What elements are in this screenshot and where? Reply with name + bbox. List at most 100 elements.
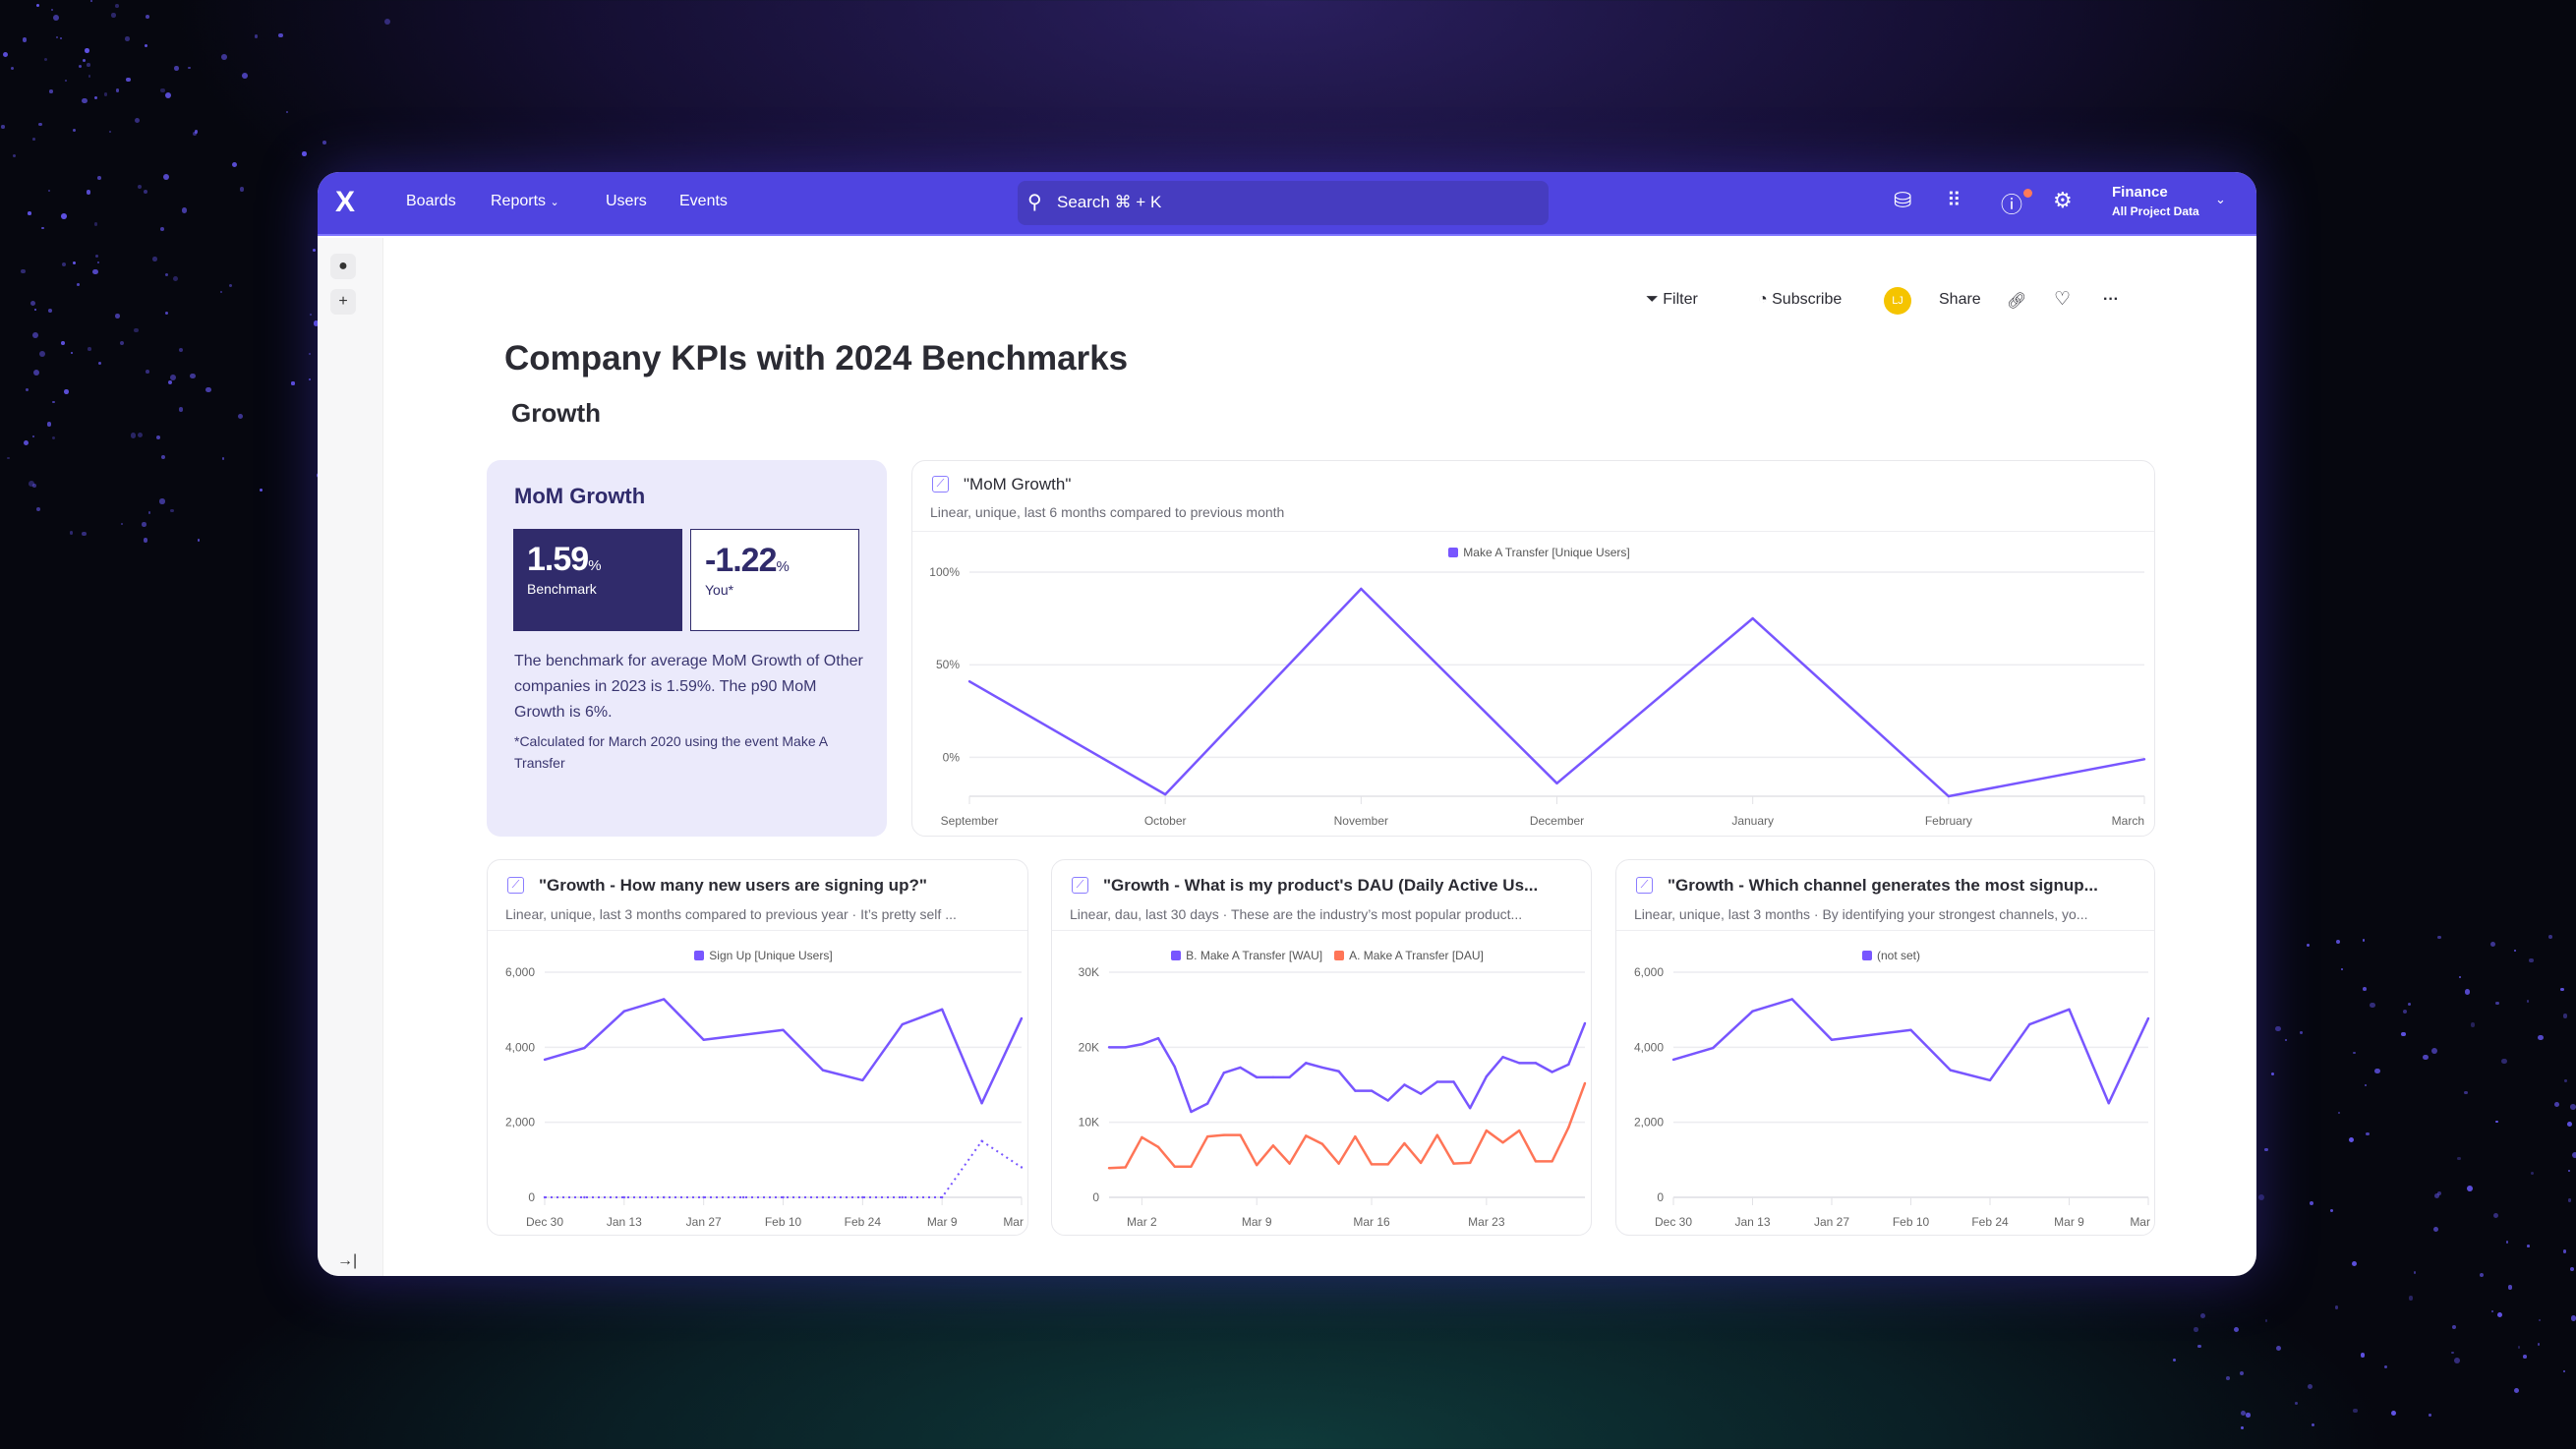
data-point[interactable] [2107,1102,2110,1105]
gear-icon[interactable]: ⚙ [2053,188,2073,212]
logo[interactable]: X [335,186,356,218]
data-point[interactable] [1830,1038,1834,1041]
data-point[interactable] [2028,1022,2031,1026]
data-point[interactable] [1435,1080,1438,1083]
chevron-down-icon[interactable]: ⌄ [2215,192,2226,206]
data-point[interactable] [1419,1092,1423,1095]
data-point[interactable] [1403,1141,1406,1145]
report-card-channels[interactable]: 6,000 4,000 2,000 0 Dec 30 Jan 13 Jan 27 Feb 10… [1615,859,2155,1236]
data-point[interactable] [622,1195,626,1199]
compass-icon[interactable]: ● [330,254,356,279]
data-point[interactable] [1555,782,1558,785]
data-point[interactable] [1751,616,1754,620]
search-input[interactable]: ⚲ Search ⌘ + K [1018,181,1549,225]
data-point[interactable] [1583,1081,1587,1085]
data-point[interactable] [1222,1072,1226,1074]
data-point[interactable] [1386,1163,1389,1166]
data-point[interactable] [1909,1028,1912,1031]
data-point[interactable] [1518,1062,1521,1065]
data-point[interactable] [782,1195,785,1199]
data-point[interactable] [967,679,971,683]
data-point[interactable] [1988,1078,1992,1082]
data-point[interactable] [1205,1134,1209,1138]
data-point[interactable] [1360,587,1363,591]
data-point[interactable] [1205,1102,1209,1105]
data-point[interactable] [543,1058,547,1062]
data-point[interactable] [1320,1066,1324,1070]
data-point[interactable] [861,1078,864,1082]
comparison-series-line[interactable] [545,1139,1023,1198]
data-point[interactable] [1370,1089,1374,1092]
avatar[interactable]: LJ [1884,287,1911,315]
data-point[interactable] [1419,1161,1423,1165]
data-point[interactable] [702,1195,705,1199]
data-point[interactable] [1107,1046,1111,1049]
expand-sidebar-icon[interactable]: →| [337,1252,358,1269]
report-card-dau[interactable]: 30K 20K 10K 0 Mar 2 Mar 9 Mar 16 Mar 23 ⟋ "Grow… [1051,859,1592,1236]
data-point[interactable] [1173,1065,1176,1069]
data-point[interactable] [663,998,666,1001]
data-point[interactable] [1271,1075,1275,1079]
data-point[interactable] [1020,1016,1024,1020]
subscribe-button[interactable]: ◔ Subscribe [1758,291,1842,309]
report-card-signups[interactable]: 6,000 4,000 2,000 0 Dec 30 Jan 13 Jan 27 Feb 10… [487,859,1028,1236]
data-point[interactable] [1712,1046,1715,1050]
data-point[interactable] [1452,1080,1455,1083]
data-point[interactable] [940,1195,944,1199]
card-title[interactable]: "Growth - How many new users are signing… [539,876,927,895]
data-point[interactable] [1156,1145,1160,1149]
data-point[interactable] [1370,1163,1374,1166]
data-point[interactable] [1163,792,1167,796]
data-point[interactable] [1751,1010,1754,1013]
data-point[interactable] [583,1195,586,1199]
data-point[interactable] [1256,1075,1259,1079]
data-point[interactable] [1190,1165,1193,1168]
legend-item[interactable]: A. Make A Transfer [DAU] [1322,949,1484,962]
legend-item[interactable]: (not set) [1850,949,1920,962]
data-point[interactable] [1190,1110,1193,1114]
data-point[interactable] [1354,1134,1357,1138]
data-point[interactable] [1435,1133,1438,1136]
series-line[interactable] [1108,1082,1587,1170]
data-point[interactable] [821,1069,825,1072]
legend-item[interactable]: Sign Up [Unique Users] [682,949,833,962]
data-point[interactable] [1518,1129,1521,1132]
series-line[interactable] [544,998,1024,1105]
data-point[interactable] [1534,1062,1538,1065]
data-point[interactable] [1790,998,1793,1001]
data-point[interactable] [1239,1066,1242,1070]
data-point[interactable] [1354,1089,1357,1092]
data-point[interactable] [1141,1043,1143,1046]
data-point[interactable] [1386,1099,1389,1102]
filter-button[interactable]: ⏷ Filter [1646,291,1698,309]
data-point[interactable] [1256,1163,1259,1167]
data-point[interactable] [1271,1144,1275,1147]
data-point[interactable] [741,1195,745,1199]
plus-icon[interactable]: + [330,289,356,315]
data-point[interactable] [901,1195,904,1199]
series-line[interactable] [968,587,2145,798]
data-point[interactable] [1156,1036,1160,1040]
nav-users[interactable]: Users [606,193,647,209]
data-point[interactable] [1239,1133,1242,1136]
data-point[interactable] [1567,1063,1570,1067]
data-point[interactable] [1551,1160,1553,1163]
data-point[interactable] [1288,1075,1291,1079]
data-point[interactable] [1107,1167,1111,1170]
data-point[interactable] [1949,1069,1952,1072]
data-point[interactable] [1124,1166,1127,1169]
data-point[interactable] [1870,1033,1873,1036]
help-icon[interactable]: ⓘ [2001,193,2023,217]
data-point[interactable] [2068,1008,2071,1011]
data-point[interactable] [1124,1046,1127,1049]
heart-icon[interactable]: ♡ [2054,289,2072,310]
data-point[interactable] [940,1008,944,1011]
data-point[interactable] [1485,1074,1489,1078]
data-point[interactable] [2142,758,2146,761]
series-line[interactable] [1672,998,2150,1105]
data-point[interactable] [2146,1016,2150,1020]
data-point[interactable] [1501,1056,1504,1059]
card-title[interactable]: "Growth - Which channel generates the mo… [1668,876,2098,895]
card-title[interactable]: "Growth - What is my product's DAU (Dail… [1103,876,1539,895]
legend-item[interactable]: Make A Transfer [Unique Users] [1436,546,1630,559]
